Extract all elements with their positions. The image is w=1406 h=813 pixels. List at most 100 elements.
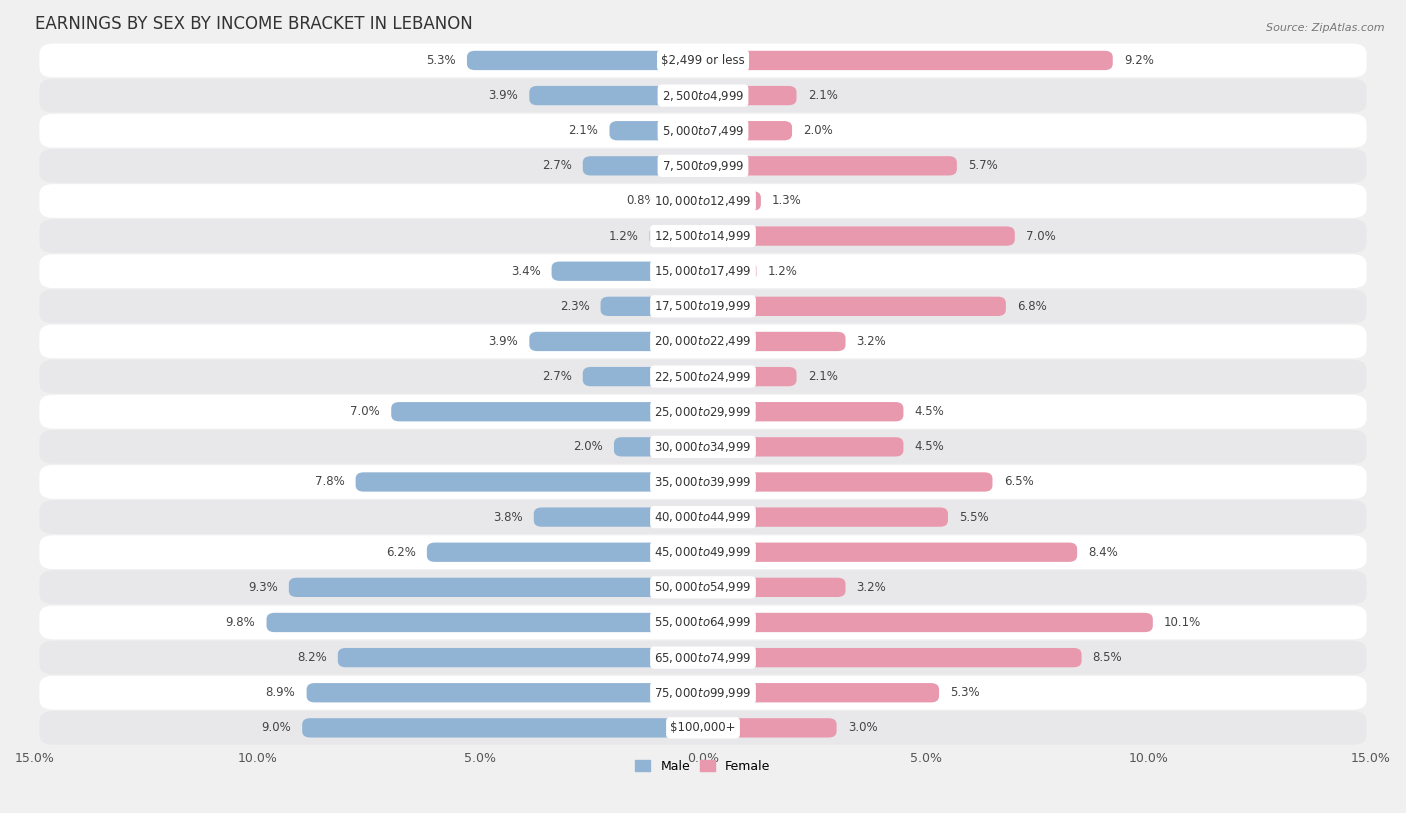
FancyBboxPatch shape: [39, 606, 1367, 639]
Text: 3.9%: 3.9%: [488, 335, 519, 348]
FancyBboxPatch shape: [39, 44, 1367, 77]
Text: 2.3%: 2.3%: [560, 300, 589, 313]
FancyBboxPatch shape: [703, 648, 1081, 667]
FancyBboxPatch shape: [39, 465, 1367, 499]
Text: $65,000 to $74,999: $65,000 to $74,999: [654, 650, 752, 664]
Text: 2.7%: 2.7%: [541, 159, 572, 172]
FancyBboxPatch shape: [39, 254, 1367, 288]
Text: $7,500 to $9,999: $7,500 to $9,999: [662, 159, 744, 173]
FancyBboxPatch shape: [703, 227, 1015, 246]
Text: 3.8%: 3.8%: [494, 511, 523, 524]
Text: 9.8%: 9.8%: [225, 616, 256, 629]
Text: 2.1%: 2.1%: [807, 89, 838, 102]
FancyBboxPatch shape: [39, 184, 1367, 218]
Text: $22,500 to $24,999: $22,500 to $24,999: [654, 370, 752, 384]
FancyBboxPatch shape: [467, 50, 703, 70]
FancyBboxPatch shape: [703, 297, 1005, 316]
FancyBboxPatch shape: [39, 536, 1367, 569]
Text: 1.2%: 1.2%: [768, 265, 797, 278]
Legend: Male, Female: Male, Female: [630, 754, 776, 778]
Text: $25,000 to $29,999: $25,000 to $29,999: [654, 405, 752, 419]
FancyBboxPatch shape: [703, 191, 761, 211]
FancyBboxPatch shape: [356, 472, 703, 492]
Text: 3.2%: 3.2%: [856, 580, 886, 593]
FancyBboxPatch shape: [267, 613, 703, 633]
Text: 8.5%: 8.5%: [1092, 651, 1122, 664]
Text: 9.3%: 9.3%: [247, 580, 277, 593]
FancyBboxPatch shape: [614, 437, 703, 457]
FancyBboxPatch shape: [600, 297, 703, 316]
Text: 4.5%: 4.5%: [914, 405, 945, 418]
FancyBboxPatch shape: [337, 648, 703, 667]
Text: $35,000 to $39,999: $35,000 to $39,999: [654, 475, 752, 489]
Text: 8.4%: 8.4%: [1088, 546, 1118, 559]
Text: $15,000 to $17,499: $15,000 to $17,499: [654, 264, 752, 278]
FancyBboxPatch shape: [703, 718, 837, 737]
FancyBboxPatch shape: [39, 289, 1367, 324]
Text: 3.4%: 3.4%: [510, 265, 540, 278]
Text: $5,000 to $7,499: $5,000 to $7,499: [662, 124, 744, 137]
FancyBboxPatch shape: [609, 121, 703, 141]
FancyBboxPatch shape: [703, 50, 1112, 70]
Text: $50,000 to $54,999: $50,000 to $54,999: [654, 580, 752, 594]
FancyBboxPatch shape: [582, 156, 703, 176]
FancyBboxPatch shape: [703, 613, 1153, 633]
Text: 6.5%: 6.5%: [1004, 476, 1033, 489]
Text: 2.7%: 2.7%: [541, 370, 572, 383]
FancyBboxPatch shape: [39, 114, 1367, 148]
Text: 5.5%: 5.5%: [959, 511, 988, 524]
FancyBboxPatch shape: [703, 472, 993, 492]
Text: EARNINGS BY SEX BY INCOME BRACKET IN LEBANON: EARNINGS BY SEX BY INCOME BRACKET IN LEB…: [35, 15, 472, 33]
Text: 3.2%: 3.2%: [856, 335, 886, 348]
Text: 1.2%: 1.2%: [609, 229, 638, 242]
FancyBboxPatch shape: [703, 156, 957, 176]
Text: 7.0%: 7.0%: [1026, 229, 1056, 242]
Text: $2,499 or less: $2,499 or less: [661, 54, 745, 67]
FancyBboxPatch shape: [703, 402, 904, 421]
Text: $12,500 to $14,999: $12,500 to $14,999: [654, 229, 752, 243]
FancyBboxPatch shape: [39, 676, 1367, 710]
Text: 10.1%: 10.1%: [1164, 616, 1201, 629]
Text: $17,500 to $19,999: $17,500 to $19,999: [654, 299, 752, 313]
FancyBboxPatch shape: [529, 86, 703, 105]
Text: $2,500 to $4,999: $2,500 to $4,999: [662, 89, 744, 102]
FancyBboxPatch shape: [39, 641, 1367, 675]
Text: Source: ZipAtlas.com: Source: ZipAtlas.com: [1267, 23, 1385, 33]
Text: 7.8%: 7.8%: [315, 476, 344, 489]
FancyBboxPatch shape: [302, 718, 703, 737]
FancyBboxPatch shape: [551, 262, 703, 280]
FancyBboxPatch shape: [703, 578, 845, 597]
FancyBboxPatch shape: [650, 227, 703, 246]
FancyBboxPatch shape: [703, 262, 756, 280]
FancyBboxPatch shape: [39, 711, 1367, 745]
Text: $40,000 to $44,999: $40,000 to $44,999: [654, 510, 752, 524]
FancyBboxPatch shape: [39, 359, 1367, 393]
Text: 3.0%: 3.0%: [848, 721, 877, 734]
Text: 5.3%: 5.3%: [426, 54, 456, 67]
Text: 8.9%: 8.9%: [266, 686, 295, 699]
FancyBboxPatch shape: [582, 367, 703, 386]
FancyBboxPatch shape: [703, 86, 797, 105]
FancyBboxPatch shape: [39, 430, 1367, 463]
FancyBboxPatch shape: [703, 332, 845, 351]
Text: 1.3%: 1.3%: [772, 194, 801, 207]
Text: 6.2%: 6.2%: [385, 546, 416, 559]
FancyBboxPatch shape: [427, 542, 703, 562]
FancyBboxPatch shape: [703, 542, 1077, 562]
FancyBboxPatch shape: [668, 191, 703, 211]
FancyBboxPatch shape: [39, 500, 1367, 534]
FancyBboxPatch shape: [307, 683, 703, 702]
Text: 5.7%: 5.7%: [967, 159, 998, 172]
Text: 2.0%: 2.0%: [803, 124, 832, 137]
FancyBboxPatch shape: [39, 395, 1367, 428]
Text: 5.3%: 5.3%: [950, 686, 980, 699]
Text: 7.0%: 7.0%: [350, 405, 380, 418]
FancyBboxPatch shape: [288, 578, 703, 597]
FancyBboxPatch shape: [703, 507, 948, 527]
Text: 2.1%: 2.1%: [568, 124, 599, 137]
Text: 2.1%: 2.1%: [807, 370, 838, 383]
FancyBboxPatch shape: [703, 367, 797, 386]
FancyBboxPatch shape: [39, 220, 1367, 253]
Text: $20,000 to $22,499: $20,000 to $22,499: [654, 334, 752, 349]
FancyBboxPatch shape: [391, 402, 703, 421]
